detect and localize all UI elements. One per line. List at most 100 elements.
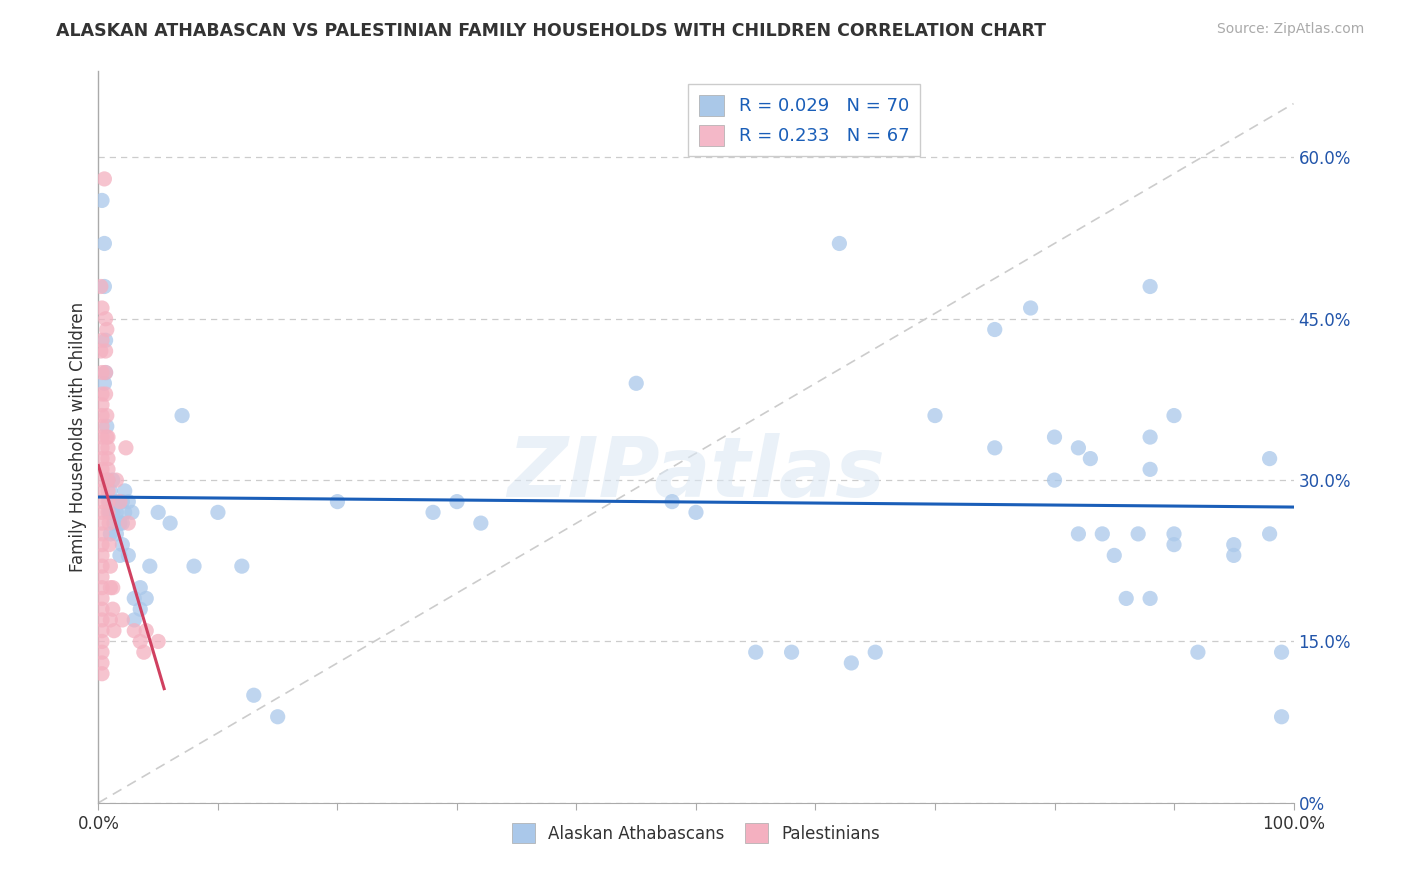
Point [96,409,118,423]
Point [1115,591,1137,606]
Point [97,473,120,487]
Point [1019,301,1042,315]
Point [105,473,128,487]
Point [1091,527,1114,541]
Point [1258,527,1281,541]
Point [108,494,131,508]
Point [1258,451,1281,466]
Point [1163,409,1185,423]
Point [94,366,117,380]
Point [94,387,117,401]
Point [98,613,122,627]
Point [91,441,114,455]
Text: ZIPatlas: ZIPatlas [508,434,884,514]
Text: ALASKAN ATHABASCAN VS PALESTINIAN FAMILY HOUSEHOLDS WITH CHILDREN CORRELATION CH: ALASKAN ATHABASCAN VS PALESTINIAN FAMILY… [56,22,1046,40]
Point [91,194,114,208]
Point [828,236,851,251]
Point [91,656,114,670]
Point [183,559,205,574]
Point [135,591,157,606]
Point [984,441,1007,455]
Point [97,505,120,519]
Point [97,462,120,476]
Point [93,236,115,251]
Point [91,613,114,627]
Point [984,322,1007,336]
Point [1163,538,1185,552]
Point [94,311,117,326]
Point [804,118,827,132]
Point [231,559,253,574]
Point [780,645,803,659]
Point [94,366,117,380]
Point [115,441,138,455]
Point [124,613,146,627]
Point [103,516,125,530]
Point [91,559,114,574]
Point [98,559,122,574]
Point [117,494,139,508]
Point [685,505,707,519]
Point [139,559,162,574]
Point [117,516,139,530]
Point [93,279,115,293]
Point [98,483,122,498]
Point [97,451,120,466]
Point [96,419,118,434]
Point [97,494,120,508]
Point [96,430,118,444]
Point [135,624,157,638]
Point [111,538,134,552]
Point [103,494,125,508]
Point [661,494,683,508]
Point [111,494,134,508]
Point [97,473,120,487]
Point [91,538,114,552]
Point [91,527,114,541]
Point [626,376,648,391]
Point [91,624,114,638]
Point [91,494,114,508]
Point [1067,441,1090,455]
Point [326,494,349,508]
Point [267,710,290,724]
Point [101,581,124,595]
Point [745,645,768,659]
Point [91,516,114,530]
Point [108,516,131,530]
Point [93,172,115,186]
Point [98,581,122,595]
Point [91,430,114,444]
Point [91,462,114,476]
Point [1163,527,1185,541]
Point [101,602,124,616]
Point [470,516,492,530]
Point [422,505,444,519]
Point [98,516,121,530]
Point [1223,549,1246,563]
Point [97,430,120,444]
Point [97,441,120,455]
Point [91,483,114,498]
Point [98,505,122,519]
Point [924,409,946,423]
Point [124,624,146,638]
Point [148,634,170,648]
Point [91,645,114,659]
Point [91,419,114,434]
Point [111,516,134,530]
Point [91,591,114,606]
Point [121,505,143,519]
Point [96,322,118,336]
Y-axis label: Family Households with Children: Family Households with Children [69,302,87,572]
Point [91,333,114,347]
Point [172,409,194,423]
Point [91,505,114,519]
Point [91,666,114,681]
Point [103,624,125,638]
Point [841,656,863,670]
Point [91,570,114,584]
Point [129,581,152,595]
Point [1223,538,1246,552]
Legend: Alaskan Athabascans, Palestinians: Alaskan Athabascans, Palestinians [505,817,887,849]
